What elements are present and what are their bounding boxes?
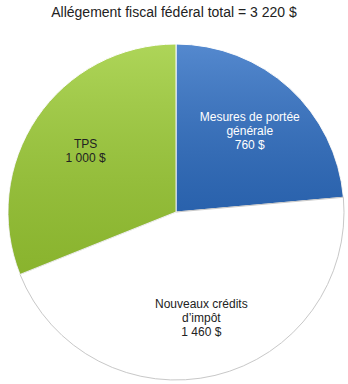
chart-title: Allégement fiscal fédéral total = 3 220 …: [51, 4, 297, 20]
slice-value-label: 1 000 $: [66, 151, 106, 165]
slice-value-label: 1 460 $: [181, 325, 221, 339]
slice-value-label: 760 $: [235, 138, 265, 152]
chart-root: Allégement fiscal fédéral total = 3 220 …: [0, 0, 348, 384]
slice-shading: [176, 44, 343, 212]
slice-shading: [8, 44, 176, 274]
slice-labels: Mesures de portéegénérale760 $ Nouveaux c…: [66, 110, 301, 339]
slice-category-label: Mesures de portéegénérale: [200, 110, 300, 138]
slices: [8, 44, 344, 380]
pie-slice: [176, 44, 343, 212]
pie-chart: Allégement fiscal fédéral total = 3 220 …: [0, 0, 348, 384]
slice-category-label: TPS: [74, 137, 97, 151]
pie-slice: [8, 44, 176, 274]
slice-category-label: Nouveaux créditsd’impôt: [155, 297, 248, 325]
